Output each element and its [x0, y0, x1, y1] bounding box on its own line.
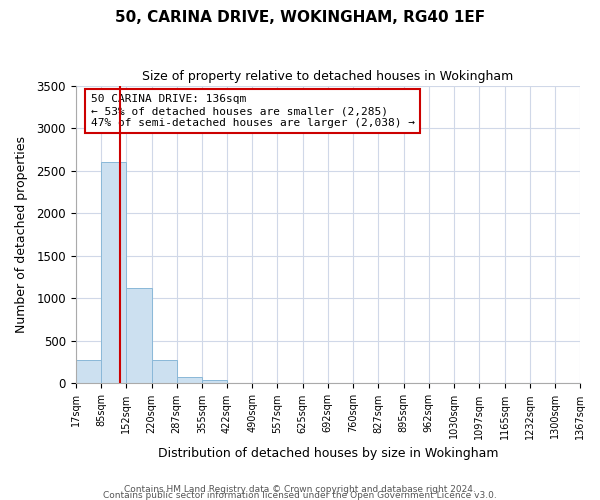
Bar [176, 376, 202, 384]
Bar [76, 360, 101, 384]
Bar [202, 380, 227, 384]
Text: 50, CARINA DRIVE, WOKINGHAM, RG40 1EF: 50, CARINA DRIVE, WOKINGHAM, RG40 1EF [115, 10, 485, 25]
Text: Contains public sector information licensed under the Open Government Licence v3: Contains public sector information licen… [103, 490, 497, 500]
Bar [126, 288, 152, 384]
Y-axis label: Number of detached properties: Number of detached properties [15, 136, 28, 333]
Bar [101, 162, 126, 384]
X-axis label: Distribution of detached houses by size in Wokingham: Distribution of detached houses by size … [158, 447, 498, 460]
Title: Size of property relative to detached houses in Wokingham: Size of property relative to detached ho… [142, 70, 514, 83]
Text: 50 CARINA DRIVE: 136sqm
← 53% of detached houses are smaller (2,285)
47% of semi: 50 CARINA DRIVE: 136sqm ← 53% of detache… [91, 94, 415, 128]
Bar [152, 360, 176, 384]
Text: Contains HM Land Registry data © Crown copyright and database right 2024.: Contains HM Land Registry data © Crown c… [124, 484, 476, 494]
